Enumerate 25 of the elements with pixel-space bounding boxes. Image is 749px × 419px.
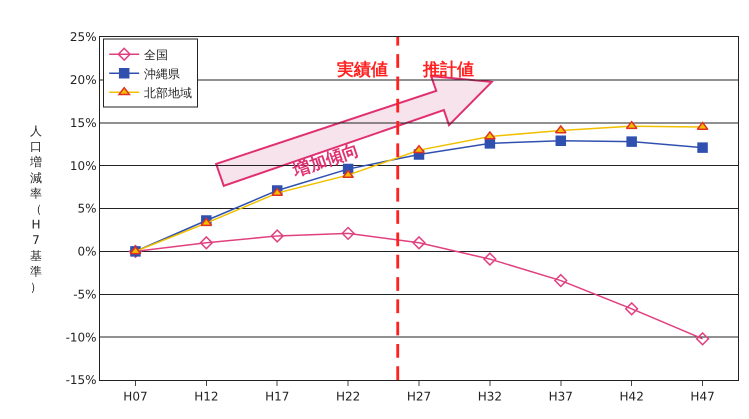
annotation: 推計値 (422, 60, 474, 80)
x-tick-label: H37 (548, 389, 573, 404)
x-tick-label: H07 (123, 389, 148, 404)
x-tick-label: H32 (478, 389, 502, 404)
x-tick-label: H42 (620, 389, 644, 404)
annotation: 増加傾向 (290, 139, 362, 182)
y-tick-label: 5% (78, 202, 97, 216)
annotation: 実績値 (336, 60, 388, 80)
legend-label: 沖縄県 (144, 66, 180, 81)
y-tick-label: -15% (66, 373, 97, 388)
legend-label: 全国 (144, 48, 168, 62)
x-tick-label: H47 (690, 389, 715, 404)
y-tick-label: 20% (70, 73, 97, 88)
x-tick-label: H12 (194, 389, 218, 404)
y-tick-label: 15% (70, 116, 97, 130)
text: 人口増減率（H7基準） (30, 124, 42, 294)
y-tick-label: -5% (73, 287, 97, 302)
y-tick-label: -10% (66, 330, 97, 344)
x-tick-label: H22 (336, 389, 360, 404)
x-tick-label: H27 (406, 389, 432, 404)
y-tick-label: 10% (70, 158, 97, 173)
x-tick-label: H17 (265, 389, 290, 404)
y-tick-label: 25% (70, 30, 97, 44)
y-tick-label: 0% (78, 244, 97, 259)
legend-label: 北部地域 (144, 86, 192, 100)
